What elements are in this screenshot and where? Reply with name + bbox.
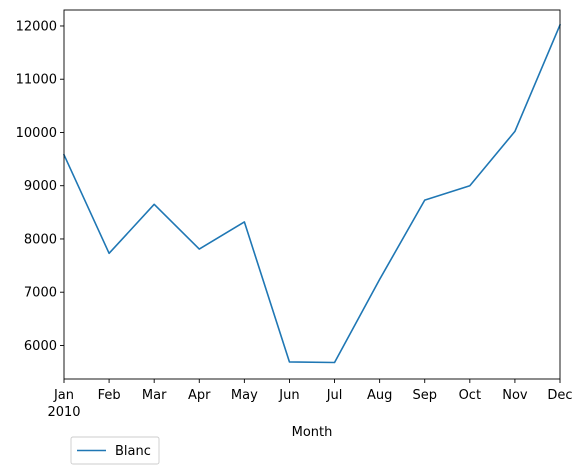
- x-tick-label-feb: Feb: [98, 388, 121, 403]
- x-axis-title: Month: [292, 425, 333, 440]
- plot-frame: [63, 9, 561, 380]
- x-tick-label-oct: Oct: [459, 388, 481, 403]
- x-tick-label-jul: Jul: [326, 388, 343, 403]
- series-line-1: [62, 23, 562, 364]
- legend-box: [70, 436, 160, 465]
- x-tick-label-jan: Jan: [53, 388, 74, 403]
- y-tick-label-7000: 7000: [24, 286, 57, 301]
- x-tick-label-sep: Sep: [412, 388, 437, 403]
- y-tick-label-10000: 10000: [16, 126, 57, 141]
- axes: 6000 7000 8000 9000 10000 11000 12000 Jan Feb Mar…: [16, 9, 573, 420]
- x-tick-label-apr: Apr: [188, 388, 211, 403]
- plot-area: [62, 23, 562, 364]
- legend: Blanc: [70, 436, 160, 465]
- x-year-label: 2010: [47, 405, 80, 420]
- x-tick-label-jun: Jun: [278, 388, 299, 403]
- x-tick-label-dec: Dec: [547, 388, 572, 403]
- x-tick-label-may: May: [231, 388, 258, 403]
- y-tick-label-6000: 6000: [24, 339, 57, 354]
- x-tick-label-aug: Aug: [367, 388, 392, 403]
- y-tick-label-8000: 8000: [24, 232, 57, 247]
- x-tick-label-mar: Mar: [142, 388, 167, 403]
- y-tick-label-12000: 12000: [16, 19, 57, 34]
- y-tick-label-11000: 11000: [16, 73, 57, 88]
- x-tick-label-nov: Nov: [502, 388, 528, 403]
- legend-label-1: Blanc: [115, 444, 151, 459]
- y-tick-label-9000: 9000: [24, 179, 57, 194]
